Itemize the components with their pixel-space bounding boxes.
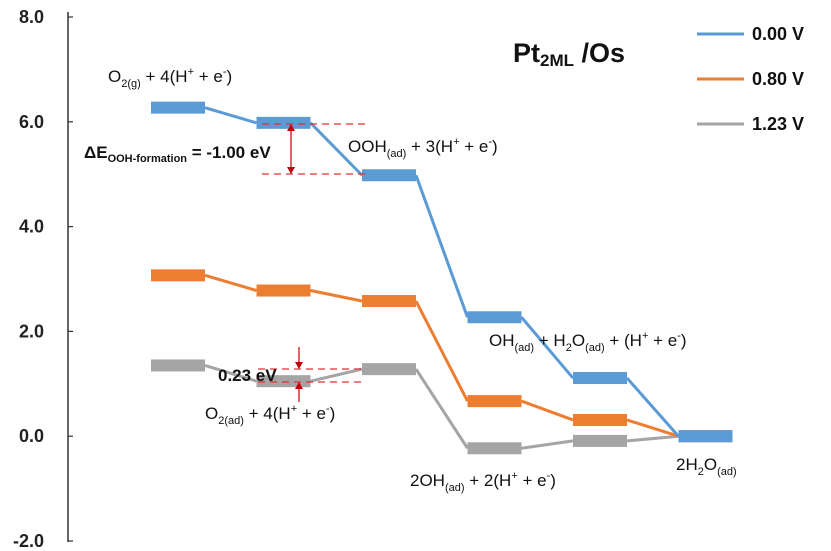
- energy-level-bar: [467, 442, 522, 455]
- series-connector: [414, 300, 469, 402]
- y-tick-label: 6.0: [19, 112, 44, 132]
- y-tick-label: 8.0: [19, 7, 44, 27]
- legend-label: 1.23 V: [752, 114, 804, 134]
- energy-level-bar: [678, 430, 733, 443]
- delta-023-marker: [258, 347, 366, 402]
- energy-level-bar: [151, 269, 205, 282]
- energy-level-bar: [573, 372, 627, 385]
- series-connector: [204, 364, 257, 383]
- chart-title: Pt2ML /Os: [513, 38, 625, 70]
- series-connector: [520, 399, 574, 422]
- energy-level-bar: [151, 359, 205, 372]
- y-tick-label: -2.0: [13, 531, 44, 551]
- energy-level-bar: [573, 413, 627, 426]
- series-connector: [414, 368, 469, 450]
- series-lines: [204, 106, 680, 450]
- series-connector: [520, 316, 575, 380]
- y-tick-label: 2.0: [19, 321, 44, 341]
- series-connector: [309, 121, 364, 177]
- energy-level-bar: [362, 295, 416, 308]
- legend: 0.00 V 0.80 V 1.23 V: [697, 24, 804, 134]
- series-connector: [625, 377, 680, 438]
- label-o2g: O2(g) + 4(H+ + e-): [108, 66, 232, 90]
- series-levels: [151, 101, 733, 455]
- series-connector: [414, 174, 469, 318]
- series-connector: [310, 289, 363, 303]
- y-tick-label: 0.0: [19, 426, 44, 446]
- series-connector: [204, 273, 257, 292]
- energy-level-bar: [467, 395, 522, 408]
- delta-ooh-marker: [262, 123, 365, 175]
- y-tick-label: 4.0: [19, 217, 44, 237]
- label-oh: OH(ad) + H2O(ad) + (H+ + e-): [489, 330, 687, 354]
- legend-label: 0.00 V: [752, 24, 804, 44]
- series-connector: [204, 106, 257, 125]
- label-2oh: 2OH(ad) + 2(H+ + e-): [410, 470, 556, 494]
- energy-level-bar: [467, 311, 522, 324]
- series-connector: [626, 418, 679, 438]
- label-ooh: OOH(ad) + 3(H+ + e-): [348, 136, 498, 160]
- series-connector: [310, 367, 363, 383]
- energy-level-bar: [362, 363, 416, 376]
- y-axis-ticks: -2.0 0.0 2.0 4.0 6.0 8.0: [13, 7, 73, 551]
- energy-level-bar: [573, 434, 627, 447]
- energy-level-bar: [256, 284, 311, 297]
- label-h2o: 2H2O(ad): [676, 455, 737, 478]
- series-connector: [626, 434, 679, 443]
- energy-level-bar: [256, 116, 311, 129]
- energy-level-bar: [256, 375, 311, 388]
- label-o2ad: O2(ad) + 4(H+ + e-): [205, 403, 335, 427]
- label-delta-023: 0.23 eV: [218, 366, 277, 385]
- legend-label: 0.80 V: [752, 69, 804, 89]
- energy-level-bar: [151, 101, 205, 114]
- label-delta-ooh: ΔEOOH-formation = -1.00 eV: [84, 143, 271, 165]
- energy-level-bar: [362, 169, 416, 182]
- series-connector: [521, 439, 574, 450]
